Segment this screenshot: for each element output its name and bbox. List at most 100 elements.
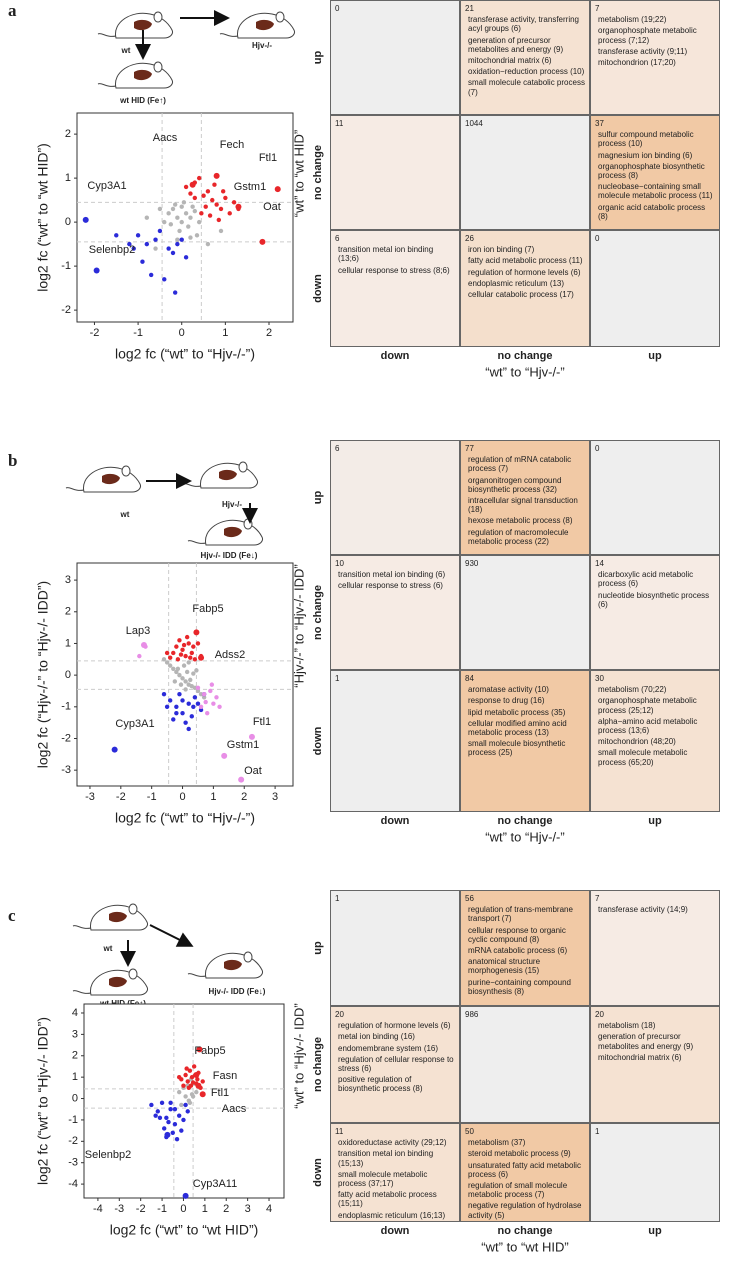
cell-term: unsaturated fatty acid metabolic process… <box>468 1160 581 1179</box>
col-label: down <box>381 815 410 827</box>
mouse-ear <box>153 61 163 73</box>
cell-count: 30 <box>595 674 604 683</box>
data-point <box>183 211 189 216</box>
grid-cell: 56 regulation of trans-membrane transport… <box>460 890 590 1006</box>
cell-term: small molecule biosynthetic process (25) <box>468 739 566 758</box>
data-point <box>157 228 163 234</box>
grid-cell: 30 metabolism (70;22) organophosphate meta… <box>590 670 720 812</box>
data-point <box>168 222 174 227</box>
grid-cell: 7 metabolism (19;22) organophosphate metab… <box>590 0 720 115</box>
data-point <box>217 704 222 710</box>
data-point <box>201 695 207 700</box>
data-point <box>183 255 189 260</box>
mouse-icon <box>219 11 295 39</box>
cell-term: organophosphate metabolic process (25;12… <box>598 696 697 715</box>
cell-count: 26 <box>465 234 474 243</box>
data-point <box>175 666 181 671</box>
gene-label: Ftl1 <box>259 152 277 164</box>
data-point <box>174 1136 180 1142</box>
data-point <box>188 655 193 660</box>
data-point <box>172 1107 178 1112</box>
cell-term: regulation of hormone levels (6) <box>338 1021 451 1031</box>
x-tick-label: 2 <box>266 327 272 339</box>
cell-count: 37 <box>595 119 604 128</box>
cell-term: metabolism (37) <box>468 1138 526 1148</box>
data-point <box>175 657 181 662</box>
grid-x-label: “wt” to “wt HID” <box>481 1239 568 1254</box>
cell-term: oxidation−reduction process (10) <box>468 67 585 77</box>
data-point <box>209 682 215 687</box>
x-tick-label: -1 <box>133 327 143 339</box>
mouse-ear <box>243 951 253 963</box>
grid-cell: 84 aromatase activity (10) response to dru… <box>460 670 590 812</box>
labeled-point <box>195 1082 202 1089</box>
y-tick-label: -1 <box>61 260 71 272</box>
data-point <box>201 691 207 697</box>
data-point <box>231 200 237 205</box>
data-point <box>161 657 167 662</box>
mouse-label: wt <box>120 510 130 519</box>
mouse-tail <box>97 83 117 87</box>
data-point <box>114 233 119 238</box>
y-tick-label: 0 <box>72 1092 78 1104</box>
cell-term: positive regulation of biosynthetic proc… <box>338 1075 423 1094</box>
data-point <box>166 211 171 216</box>
gene-label: Cyp3A11 <box>193 1178 237 1190</box>
mouse-ear <box>153 11 163 23</box>
cell-count: 1044 <box>465 119 483 128</box>
mouse-ear <box>275 11 285 23</box>
cell-term: cellular modified amino acid metabolic p… <box>468 718 567 737</box>
grid-x-label: “wt” to “Hjv-/-” <box>485 364 564 379</box>
data-point <box>185 1079 190 1084</box>
data-point <box>192 208 198 214</box>
mouse-icon <box>97 11 173 39</box>
labeled-point <box>82 216 89 223</box>
data-point <box>170 250 176 256</box>
data-point <box>140 259 145 264</box>
labeled-point <box>259 238 266 245</box>
mouse-liver <box>109 911 127 923</box>
cell-term: purine−containing compound biosynthesis … <box>468 977 571 996</box>
col-label: up <box>648 1225 662 1237</box>
data-point <box>196 219 202 225</box>
cell-term: metabolism (18) <box>598 1021 656 1031</box>
grid-cell: 1 <box>330 670 460 812</box>
data-point <box>162 219 167 225</box>
data-point <box>164 704 170 710</box>
data-point <box>186 641 191 646</box>
labeled-point <box>213 172 220 179</box>
mouse-label: wt <box>121 46 131 55</box>
data-point <box>190 1094 196 1099</box>
cell-term: endomembrane system (16) <box>338 1043 439 1053</box>
cell-count: 6 <box>335 444 340 453</box>
data-point <box>162 1126 167 1131</box>
cell-count: 21 <box>465 4 474 13</box>
cell-count: 7 <box>595 894 600 903</box>
gene-label: Selenbp2 <box>85 1149 132 1161</box>
mouse-ear <box>238 461 248 473</box>
y-tick-label: -1 <box>68 1114 78 1126</box>
data-point <box>192 695 198 700</box>
cell-term: mitochondrion (48;20) <box>598 737 676 747</box>
mouse-icon <box>72 968 148 996</box>
x-tick-label: 3 <box>272 791 278 803</box>
data-point <box>181 1083 186 1088</box>
data-point <box>205 710 210 716</box>
data-point <box>172 679 178 684</box>
labeled-point <box>193 629 200 636</box>
data-point <box>174 710 179 716</box>
cell-term: intracellular signal transduction (18) <box>468 495 578 515</box>
labeled-point <box>164 1131 171 1138</box>
cell-term: transferase activity (9;11) <box>598 46 688 56</box>
x-tick-label: -3 <box>85 791 95 803</box>
cell-term: transition metal ion binding (15;13) <box>338 1149 434 1168</box>
grid-cell: 37 sulfur compound metabolic process (10)… <box>590 115 720 230</box>
data-point <box>135 233 141 238</box>
data-point <box>208 688 213 694</box>
cell-term: mitochondrion (17;20) <box>598 57 676 67</box>
cell-term: sulfur compound metabolic process (10) <box>598 130 694 149</box>
panel-label: a <box>8 1 17 20</box>
x-axis-label: log2 fc (“wt” to “Hjv-/-”) <box>115 346 255 362</box>
grid-cell: 50 metabolism (37) steroid metabolic proce… <box>460 1123 590 1222</box>
data-point <box>179 1128 184 1133</box>
